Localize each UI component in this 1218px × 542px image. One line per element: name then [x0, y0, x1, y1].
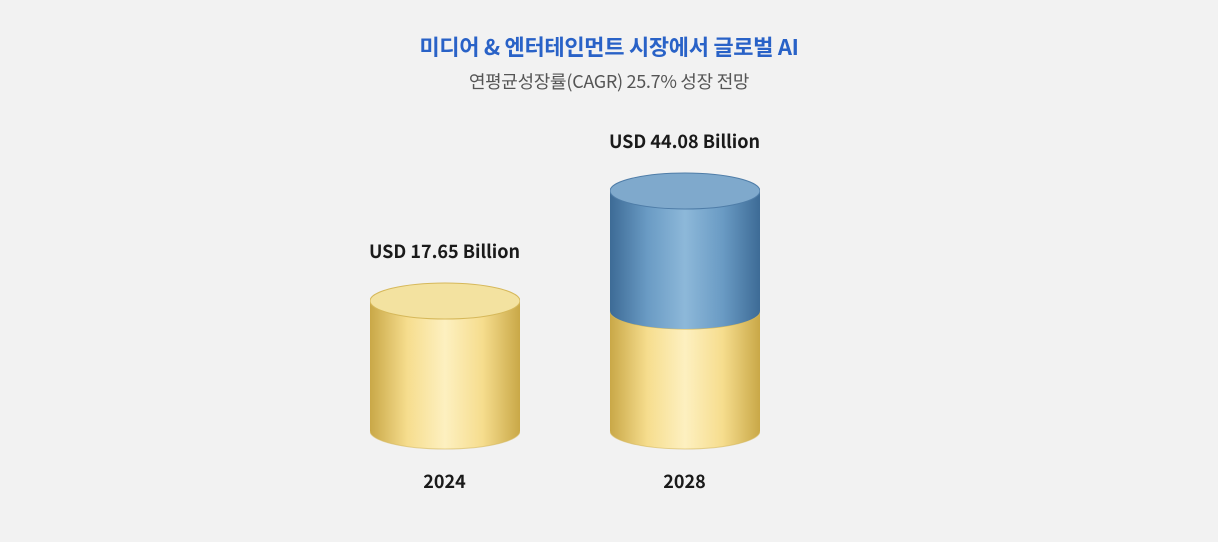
cylinder — [610, 172, 760, 450]
chart-area: USD 17.65 Billion 2024 USD 44.08 Billion 20… — [309, 104, 909, 524]
value-label: USD 44.08 Billion — [609, 128, 760, 154]
year-label: 2028 — [663, 468, 705, 494]
value-label: USD 17.65 Billion — [369, 238, 520, 264]
year-label: 2024 — [423, 468, 465, 494]
chart-title: 미디어 & 엔터테인먼트 시장에서 글로벌 AI — [419, 30, 798, 62]
chart-column-2024: USD 17.65 Billion 2024 — [369, 238, 520, 494]
chart-column-2028: USD 44.08 Billion 2028 — [609, 128, 760, 494]
cylinder — [370, 282, 520, 450]
chart-subtitle: 연평균성장률(CAGR) 25.7% 성장 전망 — [469, 68, 749, 94]
